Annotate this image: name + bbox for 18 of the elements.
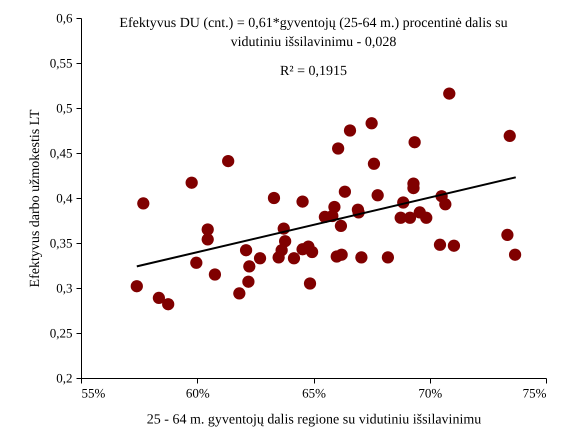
x-tick-label: 70% bbox=[418, 386, 442, 400]
y-tick-label: 0,25 bbox=[50, 326, 72, 340]
y-tick-label: 0,45 bbox=[50, 146, 72, 160]
y-tick-label: 0,55 bbox=[50, 56, 72, 70]
annotation: R² = 0,1915 bbox=[280, 64, 347, 79]
y-axis-title: Efektyvus darbo užmokestis LT bbox=[28, 109, 43, 288]
y-tick-label: 0,5 bbox=[56, 100, 72, 116]
y-tick-label: 0,35 bbox=[50, 236, 72, 250]
x-axis-title: 25 - 64 m. gyventojų dalis regione su vidutiniu išsilavinimu bbox=[146, 412, 482, 428]
y-tick-label: 0,4 bbox=[56, 190, 73, 206]
y-tick-label: 0,2 bbox=[56, 370, 72, 386]
y-tick-label: 0,3 bbox=[56, 280, 72, 296]
annotation: Efektyvus DU (cnt.) = 0,61*gyventojų (25-64 m.) procentinė dalis su vidutiniu išsilavinimu - 0,028 bbox=[119, 16, 508, 50]
x-tick-label: 55% bbox=[82, 386, 106, 400]
y-tick-label: 0,6 bbox=[56, 10, 73, 26]
x-tick-label: 65% bbox=[302, 386, 326, 400]
x-tick-label: 75% bbox=[522, 386, 547, 400]
x-tick-label: 60% bbox=[186, 386, 210, 400]
